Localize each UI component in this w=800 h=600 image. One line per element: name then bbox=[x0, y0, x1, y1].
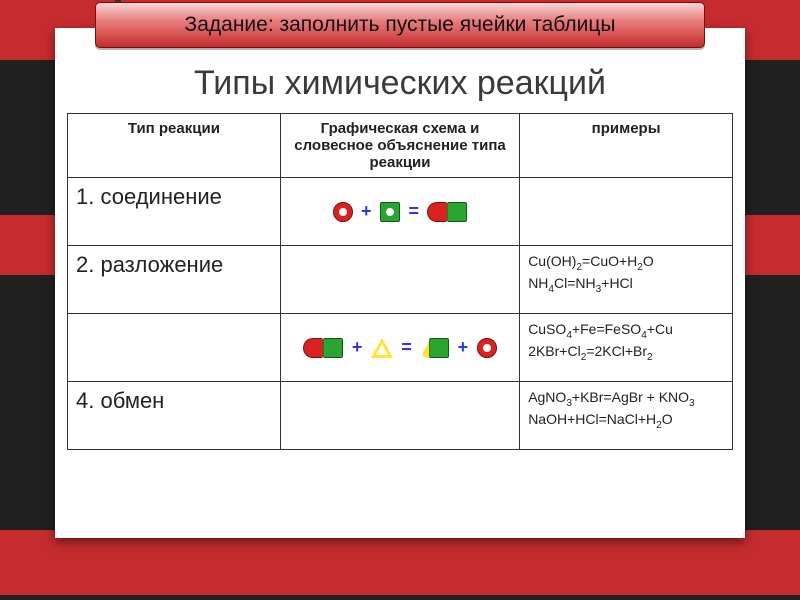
cell-type: 1. соединение bbox=[68, 178, 281, 246]
cell-type: 2. разложение bbox=[68, 246, 281, 314]
header-schema: Графическая схема и словесное объяснение… bbox=[280, 114, 519, 178]
task-banner: Задание: заполнить пустые ячейки таблицы bbox=[95, 2, 705, 48]
cell-type bbox=[68, 314, 281, 382]
bg-stripe-bottom bbox=[0, 530, 800, 595]
header-type: Тип реакции bbox=[68, 114, 281, 178]
table-row: 2. разложение Cu(OH)2=CuO+H2ONH4Cl=NH3+H… bbox=[68, 246, 733, 314]
red-circle-icon bbox=[303, 338, 323, 358]
cell-schema-empty bbox=[280, 382, 519, 450]
cell-example: AgNO3+KBr=AgBr + KNO3NaOH+HCl=NaCl+H2O bbox=[520, 382, 733, 450]
table-row: 1. соединение + = bbox=[68, 178, 733, 246]
red-circle-icon bbox=[427, 202, 447, 222]
table-header-row: Тип реакции Графическая схема и словесно… bbox=[68, 114, 733, 178]
cell-schema-empty bbox=[280, 246, 519, 314]
green-square-icon bbox=[380, 202, 400, 222]
green-square-icon bbox=[447, 202, 467, 222]
cell-example bbox=[520, 178, 733, 246]
equals-icon: = bbox=[401, 337, 412, 358]
yellow-triangle-icon bbox=[371, 338, 393, 358]
task-text: Задание: заполнить пустые ячейки таблицы bbox=[185, 13, 616, 37]
joined-pair-icon bbox=[420, 339, 453, 356]
table-row: + = + CuSO4+Fe=FeSO4+Cu2KBr+Cl2=2KCl+Br2 bbox=[68, 314, 733, 382]
slide: Задание: заполнить пустые ячейки таблицы… bbox=[55, 28, 745, 538]
cell-schema-substitution: + = + bbox=[280, 314, 519, 382]
equals-icon: = bbox=[408, 201, 419, 222]
header-examples: примеры bbox=[520, 114, 733, 178]
table-row: 4. обмен AgNO3+KBr=AgBr + KNO3NaOH+HCl=N… bbox=[68, 382, 733, 450]
joined-pair-icon bbox=[303, 339, 347, 356]
reactions-table: Тип реакции Графическая схема и словесно… bbox=[67, 113, 733, 450]
plus-icon: + bbox=[352, 337, 363, 358]
red-circle-icon bbox=[333, 202, 353, 222]
green-square-icon bbox=[429, 338, 449, 358]
plus-icon: + bbox=[361, 201, 372, 222]
green-square-icon bbox=[323, 338, 343, 358]
plus-icon: + bbox=[458, 337, 469, 358]
red-circle-icon bbox=[477, 338, 497, 358]
joined-pair-icon bbox=[427, 203, 467, 220]
cell-type: 4. обмен bbox=[68, 382, 281, 450]
cell-example: Cu(OH)2=CuO+H2ONH4Cl=NH3+HCl bbox=[520, 246, 733, 314]
cell-example: CuSO4+Fe=FeSO4+Cu2KBr+Cl2=2KCl+Br2 bbox=[520, 314, 733, 382]
cell-schema-combination: + = bbox=[280, 178, 519, 246]
